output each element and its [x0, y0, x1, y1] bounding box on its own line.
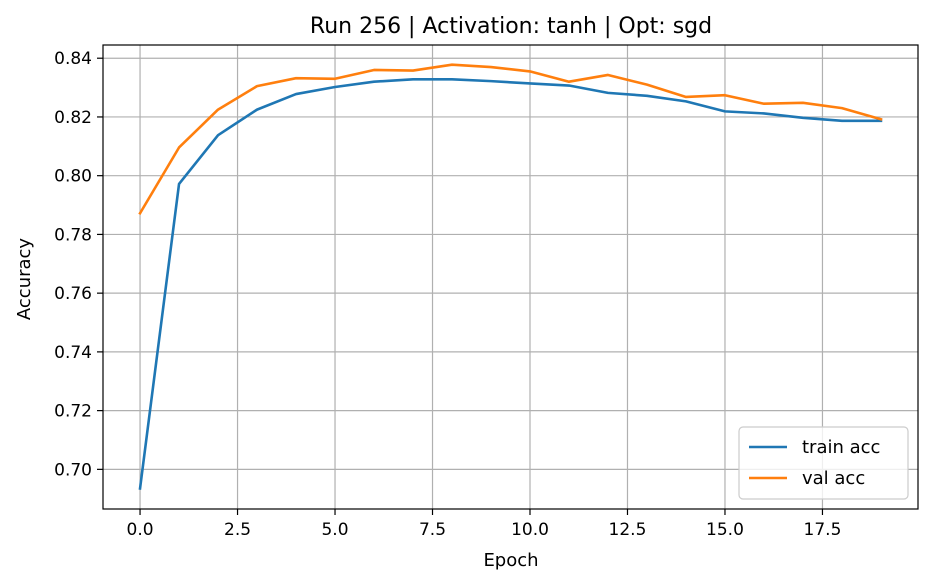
x-tick-label: 7.5	[419, 520, 446, 540]
series-layer	[138, 63, 883, 490]
y-axis: 0.70 0.72 0.74 0.76 0.78 0.80 0.82 0.84	[54, 49, 103, 480]
x-tick-label: 10.0	[511, 520, 549, 540]
legend: train acc val acc	[738, 426, 909, 500]
y-tick-label: 0.84	[54, 49, 92, 69]
x-axis-label: Epoch	[483, 550, 538, 571]
y-tick-label: 0.78	[54, 225, 92, 245]
y-tick-label: 0.76	[54, 284, 92, 304]
x-tick-label: 0.0	[127, 520, 154, 540]
x-axis: 0.0 2.5 5.0 7.5 10.0 12.5 15.0 17.5	[127, 509, 842, 540]
series-line-val-acc	[138, 63, 883, 216]
plot-frame	[102, 44, 919, 510]
x-tick-label: 5.0	[321, 520, 348, 540]
x-tick-label: 2.5	[224, 520, 251, 540]
y-tick-label: 0.72	[54, 402, 92, 422]
y-axis-label: Accuracy	[14, 238, 35, 321]
x-tick-label: 12.5	[609, 520, 647, 540]
y-tick-label: 0.82	[54, 108, 92, 128]
chart-title: Run 256 | Activation: tanh | Opt: sgd	[310, 14, 712, 39]
x-tick-label: 17.5	[804, 520, 842, 540]
y-tick-label: 0.70	[54, 460, 92, 480]
legend-label-val-acc: val acc	[802, 468, 865, 489]
legend-box	[738, 426, 909, 500]
legend-label-train-acc: train acc	[802, 437, 880, 458]
series-line-train-acc	[138, 78, 883, 490]
y-tick-label: 0.80	[54, 167, 92, 187]
y-tick-label: 0.74	[54, 343, 92, 363]
x-tick-label: 15.0	[706, 520, 744, 540]
grid	[103, 45, 918, 509]
